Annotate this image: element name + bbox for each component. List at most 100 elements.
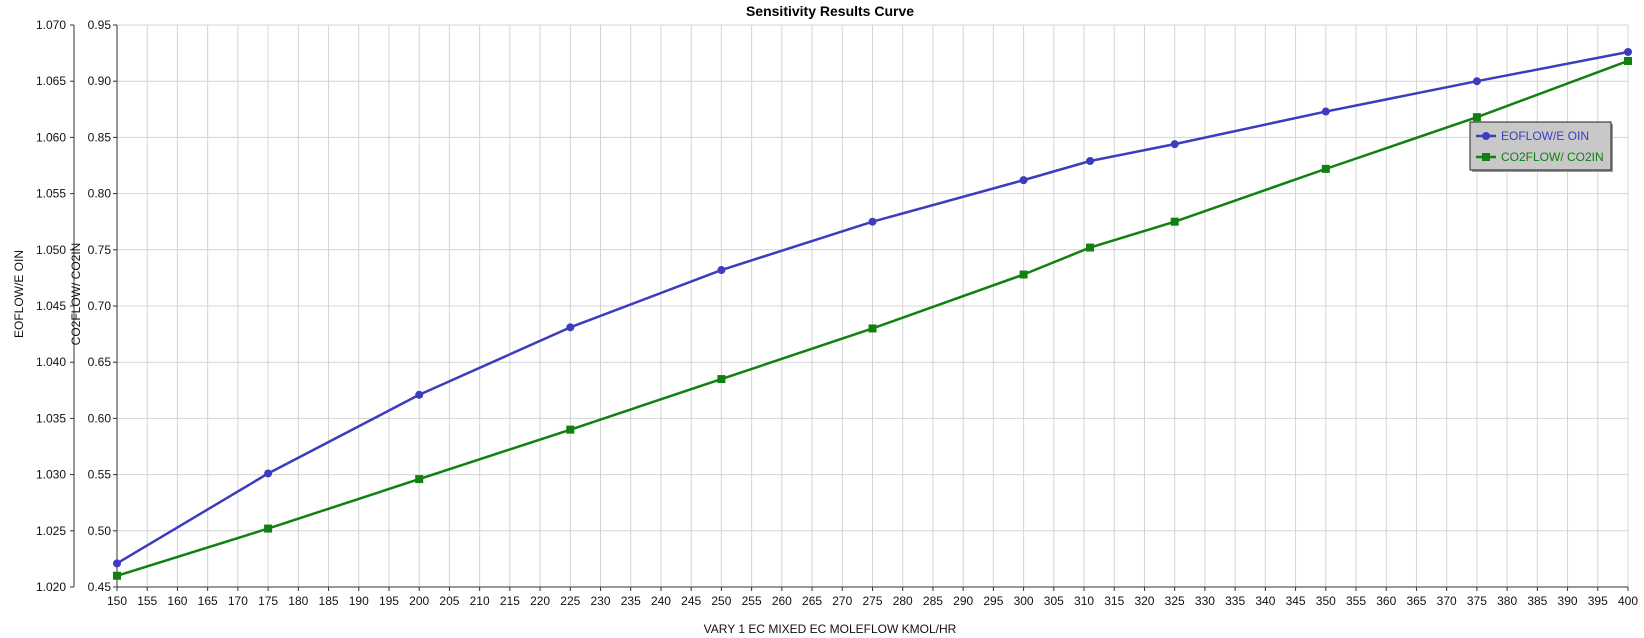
y-left-tick-label: 1.065 [36, 74, 66, 88]
x-tick-label: 380 [1497, 594, 1517, 608]
x-tick-label: 365 [1406, 594, 1426, 608]
data-point [1472, 113, 1481, 122]
y-left-tick-label: 1.035 [36, 411, 66, 425]
data-point [566, 323, 575, 332]
data-point [264, 469, 273, 478]
series-line-1 [116, 59, 1629, 577]
data-point [1019, 176, 1028, 185]
data-point [113, 559, 121, 568]
series-line-0 [116, 50, 1629, 565]
data-point [717, 375, 726, 384]
legend-label: EOFLOW/E OIN [1501, 129, 1589, 143]
x-tick-label: 185 [319, 594, 339, 608]
chart-title: Sensitivity Results Curve [746, 3, 914, 19]
x-tick-label: 290 [953, 594, 973, 608]
x-tick-label: 150 [107, 594, 127, 608]
data-point [1170, 140, 1179, 149]
x-tick-label: 160 [167, 594, 187, 608]
legend-marker [1482, 153, 1490, 161]
x-tick-label: 220 [530, 594, 550, 608]
y-right-tick-label: 0.85 [88, 130, 112, 144]
legend: EOFLOW/E OIN CO2FLOW/ CO2IN [1469, 121, 1613, 172]
y-right-tick-label: 0.95 [88, 18, 112, 32]
x-tick-label: 390 [1558, 594, 1578, 608]
x-tick-label: 325 [1165, 594, 1185, 608]
y-left-tick-label: 1.045 [36, 299, 66, 313]
x-tick-label: 170 [228, 594, 248, 608]
x-tick-label: 195 [379, 594, 399, 608]
y-right-tick-label: 0.65 [88, 355, 112, 369]
data-point [264, 524, 273, 533]
x-tick-label: 215 [500, 594, 520, 608]
x-tick-label: 240 [651, 594, 671, 608]
x-tick-label: 210 [470, 594, 490, 608]
y-left-tick-label: 1.055 [36, 187, 66, 201]
y-left-tick-label: 1.025 [36, 524, 66, 538]
x-tick-label: 155 [137, 594, 157, 608]
data-point [113, 571, 121, 580]
y-right-tick-label: 0.75 [88, 243, 112, 257]
x-tick-label: 310 [1074, 594, 1094, 608]
x-tick-label: 265 [802, 594, 822, 608]
data-point [1321, 107, 1330, 116]
x-tick-label: 385 [1527, 594, 1547, 608]
x-tick-label: 205 [439, 594, 459, 608]
x-tick-label: 165 [198, 594, 218, 608]
x-axis-title: VARY 1 EC MIXED EC MOLEFLOW KMOL/HR [704, 622, 957, 636]
x-tick-label: 175 [258, 594, 278, 608]
data-point [1019, 270, 1028, 279]
y-right-tick-label: 0.60 [88, 411, 112, 425]
x-tick-label: 270 [832, 594, 852, 608]
x-tick-label: 190 [349, 594, 369, 608]
data-point [717, 266, 726, 275]
x-tick-label: 180 [288, 594, 308, 608]
x-tick-label: 275 [862, 594, 882, 608]
x-tick-label: 295 [983, 594, 1003, 608]
y-left-tick-label: 1.070 [36, 18, 66, 32]
x-tick-label: 330 [1195, 594, 1215, 608]
data-point [1086, 157, 1095, 166]
y-right-tick-label: 0.50 [88, 524, 112, 538]
data-point [1624, 56, 1632, 65]
axes: 150 155 160 165 170 175 180 185 190 195 200 205 210 2… [36, 18, 1638, 608]
data-point [415, 475, 424, 484]
x-tick-label: 375 [1467, 594, 1487, 608]
x-tick-label: 245 [681, 594, 701, 608]
data-point [868, 217, 877, 226]
x-tick-label: 370 [1437, 594, 1457, 608]
legend-label: CO2FLOW/ CO2IN [1501, 150, 1604, 164]
x-tick-label: 400 [1618, 594, 1638, 608]
data-point [1472, 77, 1481, 86]
x-tick-label: 315 [1104, 594, 1124, 608]
y-right-tick-label: 0.90 [88, 74, 112, 88]
y-left-tick-label: 1.050 [36, 243, 66, 257]
legend-box [1469, 121, 1612, 171]
y-left-tick-label: 1.060 [36, 130, 66, 144]
grid-lines [116, 24, 1629, 588]
data-point [1321, 164, 1330, 173]
data-point [1170, 217, 1179, 226]
data-point [415, 390, 424, 399]
x-tick-label: 285 [923, 594, 943, 608]
x-tick-label: 345 [1286, 594, 1306, 608]
x-tick-label: 335 [1225, 594, 1245, 608]
data-point [868, 324, 877, 333]
y-right-tick-label: 0.70 [88, 299, 112, 313]
x-tick-label: 355 [1346, 594, 1366, 608]
legend-marker [1482, 132, 1490, 140]
x-tick-label: 200 [409, 594, 429, 608]
x-tick-label: 360 [1376, 594, 1396, 608]
x-tick-label: 395 [1588, 594, 1608, 608]
x-tick-label: 350 [1316, 594, 1336, 608]
data-point [1086, 243, 1095, 252]
y-left-tick-label: 1.040 [36, 355, 66, 369]
x-tick-label: 230 [591, 594, 611, 608]
x-tick-label: 235 [621, 594, 641, 608]
x-tick-label: 320 [1134, 594, 1154, 608]
data-point [1624, 47, 1632, 56]
y-axis-right-title: CO2FLOW/ CO2IN [69, 243, 83, 346]
x-tick-label: 300 [1014, 594, 1034, 608]
x-tick-label: 250 [711, 594, 731, 608]
x-tick-label: 340 [1255, 594, 1275, 608]
